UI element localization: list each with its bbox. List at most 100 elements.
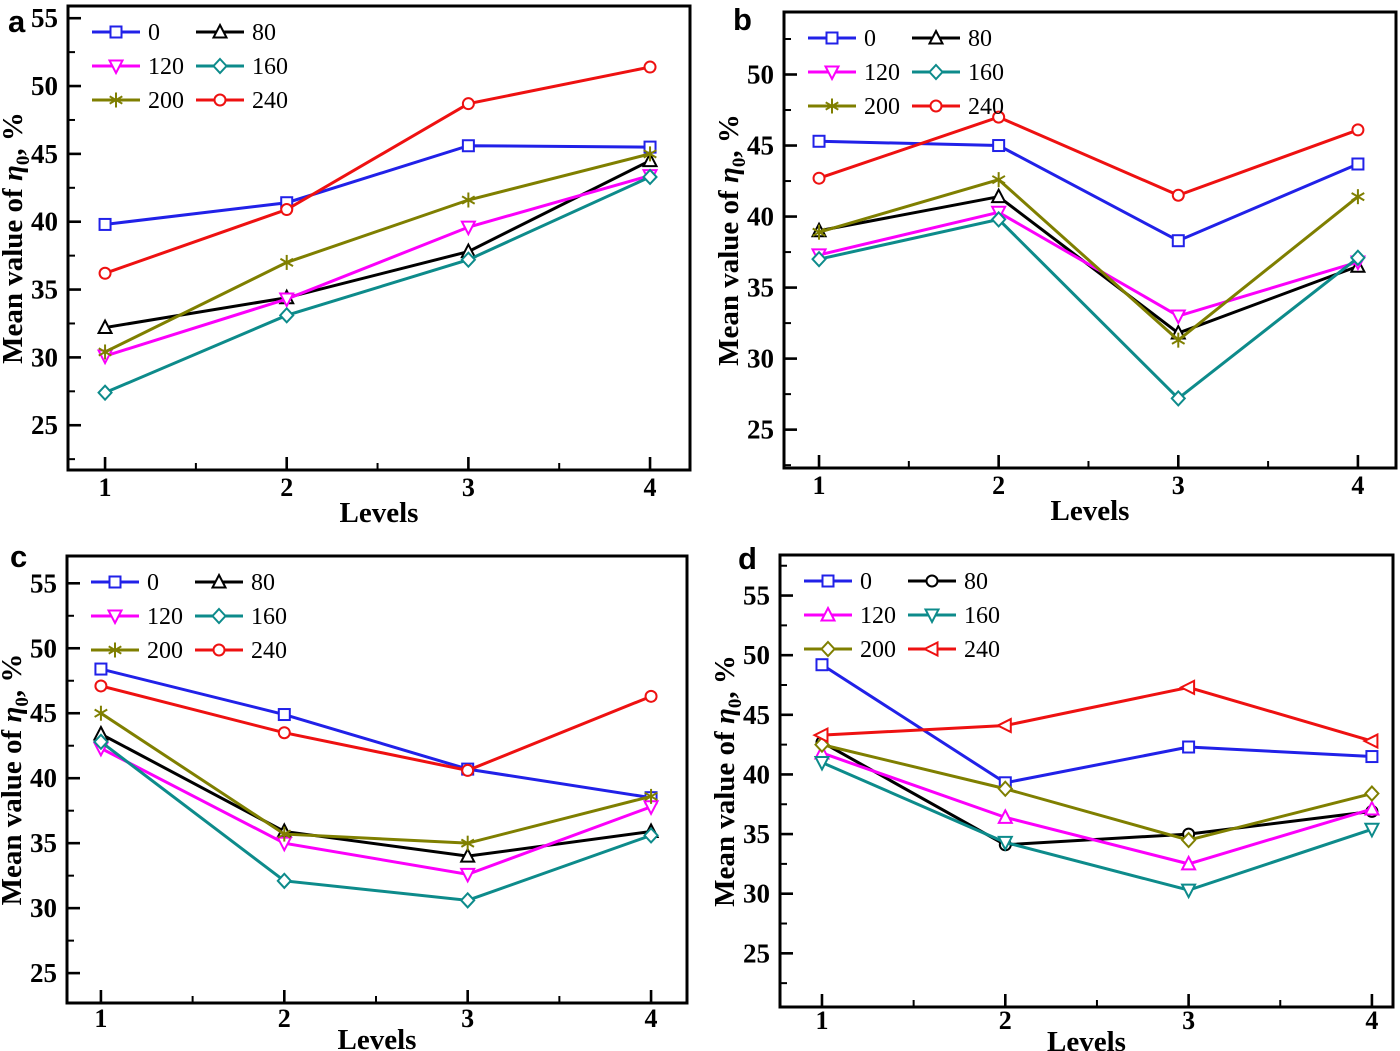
series-240-marker (277, 726, 291, 740)
series-160-marker (1180, 883, 1197, 900)
y-axis-label-prefix: Mean value of (0, 181, 29, 364)
legend-marker (825, 98, 839, 114)
series-0-marker (461, 139, 475, 153)
series-240-marker (461, 97, 475, 111)
y-tick-label: 45 (747, 131, 774, 161)
series-80-marker (459, 846, 476, 863)
legend-entry-200: 200 (92, 88, 184, 114)
panel-d-chart: d 25 30 35 40 45 50 55 1 2 3 4 Levels Mean value of η… (709, 541, 1395, 1051)
series-120-marker (278, 292, 295, 309)
series-160-marker (1350, 249, 1366, 267)
legend-label: 80 (968, 26, 992, 52)
series-200-marker (461, 192, 476, 208)
legend-entry-0: 0 (804, 569, 872, 595)
series-line-160 (100, 740, 652, 902)
legend-marker (927, 28, 945, 45)
x-axis-label: Levels (338, 1024, 417, 1051)
x-axis-label: Levels (1047, 1026, 1126, 1051)
y-axis-label-subscript: 0 (729, 158, 750, 168)
legend-label: 160 (964, 603, 1000, 629)
series-200-marker (812, 224, 826, 240)
x-tick-label: 1 (813, 471, 826, 500)
series-line-0 (104, 144, 651, 226)
series-160-marker (642, 168, 658, 186)
legend-label: 200 (860, 637, 896, 663)
legend-entry-0: 0 (91, 570, 159, 596)
y-tick-label: 40 (743, 759, 770, 789)
asterisk-arm (643, 149, 657, 159)
series-160-marker (97, 384, 113, 402)
series-240-marker (1171, 188, 1185, 202)
y-axis-label: Mean value of η0, % (713, 114, 750, 366)
legend-label: 0 (864, 26, 876, 52)
legend-entry-200: 200 (808, 94, 900, 120)
x-tick-label: 1 (99, 473, 112, 502)
series-line-160 (818, 217, 1359, 401)
y-tick-label: 30 (30, 893, 57, 923)
series-line-240 (104, 65, 651, 275)
series-line-160 (104, 175, 651, 395)
legend-label: 160 (968, 60, 1004, 86)
series-240-marker (98, 266, 112, 280)
panel-a-chart: a 25 30 35 40 45 50 55 1 2 3 4 Levels Mean value of η… (0, 3, 692, 525)
x-tick-label: 4 (1365, 1006, 1378, 1035)
series-80-marker (990, 187, 1007, 204)
legend-label: 240 (964, 637, 1000, 663)
series-200-marker (997, 780, 1014, 798)
series-200-marker (94, 705, 108, 721)
y-tick-label: 45 (31, 139, 58, 169)
series-240-marker (644, 689, 658, 703)
x-axis-label: Levels (340, 497, 419, 525)
legend-entry-160: 160 (195, 604, 287, 630)
legend-marker (213, 93, 227, 107)
y-tick-label: 50 (747, 60, 774, 90)
series-line-240 (821, 685, 1373, 743)
legend-label: 0 (860, 569, 872, 595)
legend-label: 160 (252, 54, 288, 80)
series-line-0 (818, 139, 1359, 243)
asterisk-arm (1171, 335, 1186, 345)
series-240-marker (1362, 732, 1379, 750)
x-tick-label: 4 (645, 1004, 658, 1033)
legend-label: 120 (860, 603, 896, 629)
series-200-marker (814, 736, 830, 754)
series-160-marker (459, 891, 476, 909)
series-line-120 (100, 746, 652, 876)
series-line-0 (821, 663, 1372, 785)
series-240-marker (992, 110, 1006, 124)
y-axis-label-suffix: , % (709, 655, 741, 699)
series-200-marker (1171, 332, 1186, 348)
legend-marker (212, 57, 228, 75)
asterisk-arm (94, 708, 108, 718)
panel-letter: b (733, 2, 752, 37)
y-tick-label: 35 (743, 819, 770, 849)
y-axis-label: Mean value of η0, % (0, 112, 34, 364)
asterisk-arm (277, 829, 292, 839)
panel-letter: c (10, 539, 27, 574)
series-200-marker (1351, 189, 1365, 205)
series-0-marker (1171, 234, 1185, 248)
y-axis-label-prefix: Mean value of (709, 724, 741, 907)
legend-marker (210, 572, 228, 589)
series-line-200 (104, 152, 651, 354)
series-120-marker (1180, 854, 1197, 871)
legend-marker (825, 31, 839, 45)
y-tick-label: 50 (31, 71, 58, 101)
series-120-marker (1363, 799, 1381, 816)
series-160-marker (460, 251, 477, 269)
x-tick-label: 2 (992, 471, 1005, 500)
y-tick-label: 55 (30, 568, 57, 598)
x-tick-label: 4 (644, 473, 657, 502)
x-axis-label: Levels (1051, 495, 1130, 525)
series-240-marker (461, 763, 475, 777)
asterisk-arm (1351, 192, 1365, 202)
y-axis-label: Mean value of η0, % (709, 655, 746, 907)
series-240-marker (94, 679, 108, 693)
series-240-marker (812, 726, 829, 744)
series-120-marker (997, 808, 1014, 824)
series-line-0 (100, 667, 652, 800)
axis-box (782, 10, 1398, 470)
series-200-marker (98, 344, 112, 360)
legend-marker (212, 643, 226, 657)
